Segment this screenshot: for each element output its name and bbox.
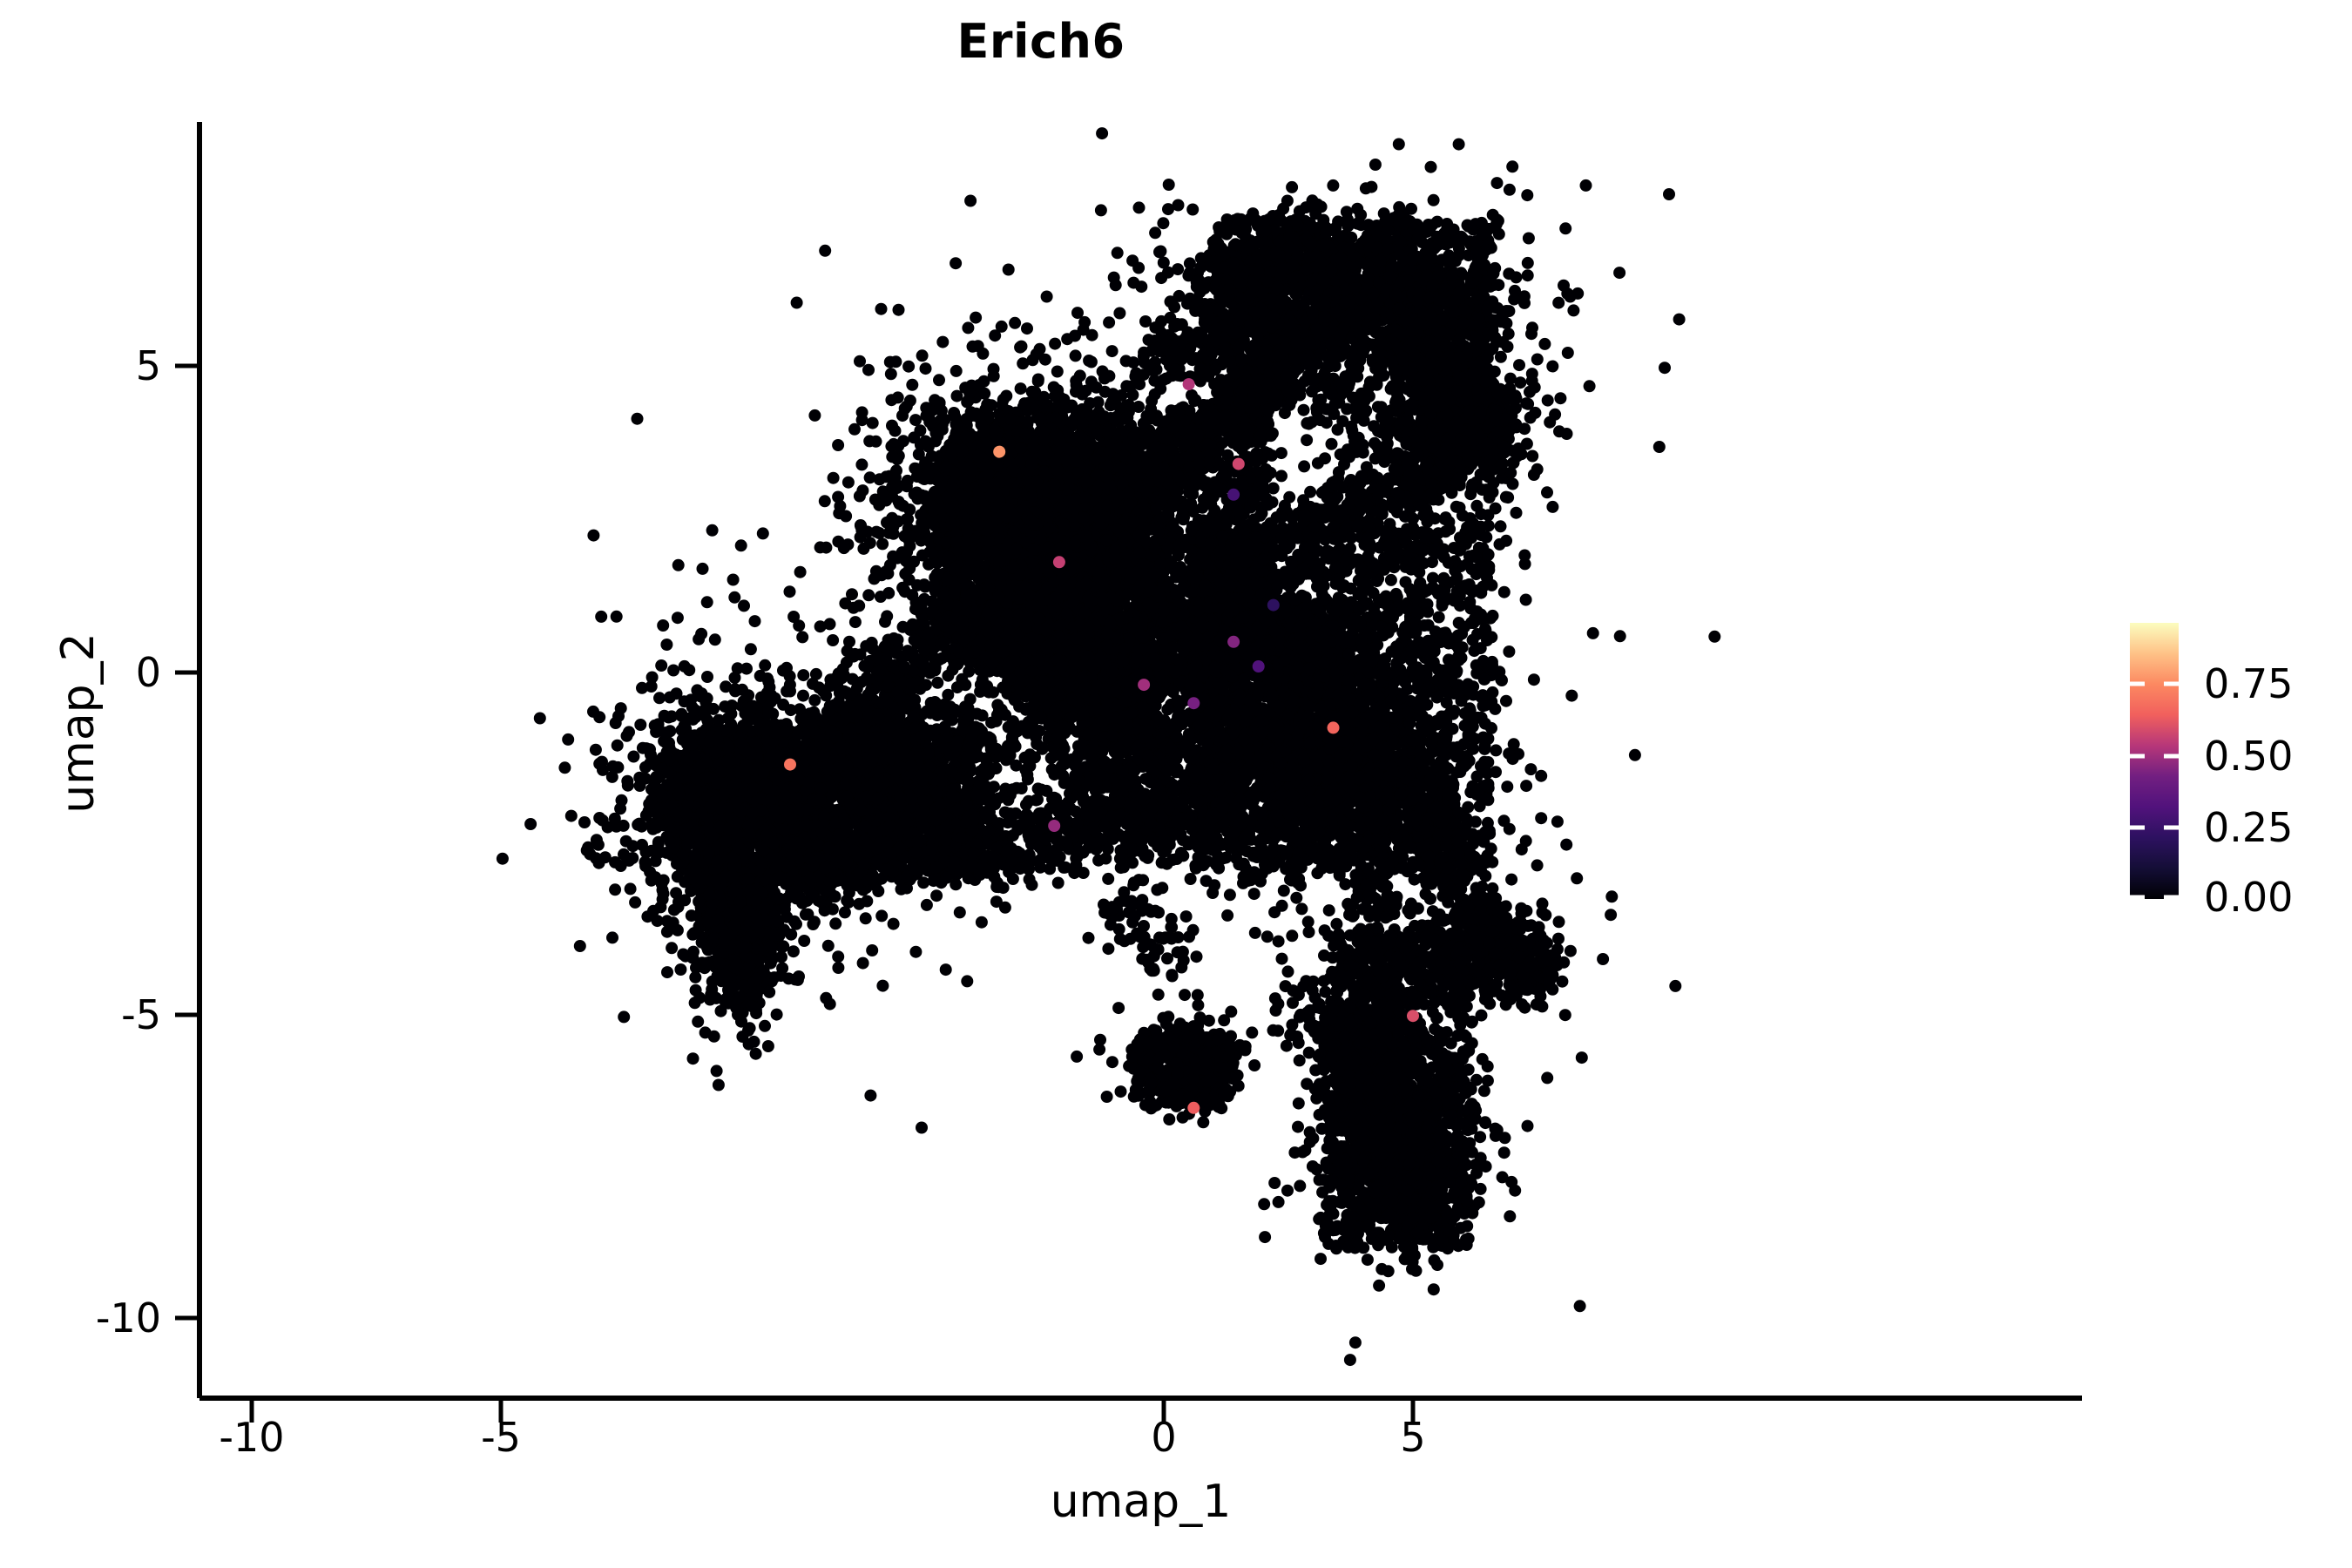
y-tick-label: 0 — [0, 649, 161, 696]
y-axis-label-wrapper: umap_2 — [52, 375, 105, 1071]
colorbar-tick-label: 0.50 — [2204, 733, 2293, 780]
colorbar-ticks — [2130, 681, 2179, 900]
x-tick-label: 0 — [1151, 1414, 1176, 1461]
x-axis-ticks — [249, 1398, 1416, 1423]
colorbar-tick-label: 0.25 — [2204, 804, 2293, 851]
colorbar-gradient — [2130, 623, 2179, 899]
y-tick-label: 5 — [0, 342, 161, 389]
data-points-layer — [496, 127, 1721, 1367]
chart-title: Erich6 — [0, 14, 2082, 69]
colorbar-tick-label: 0.75 — [2204, 660, 2293, 707]
colorbar-tick-label: 0.00 — [2204, 874, 2293, 921]
x-tick-label: -10 — [219, 1414, 284, 1461]
y-tick-label: -5 — [0, 991, 161, 1038]
y-tick-label: -10 — [0, 1294, 161, 1342]
y-axis-label: umap_2 — [52, 632, 105, 814]
y-axis-ticks — [175, 363, 199, 1321]
x-tick-label: -5 — [481, 1414, 521, 1461]
x-axis-label: umap_1 — [199, 1476, 2082, 1528]
x-tick-label: 5 — [1400, 1414, 1425, 1461]
